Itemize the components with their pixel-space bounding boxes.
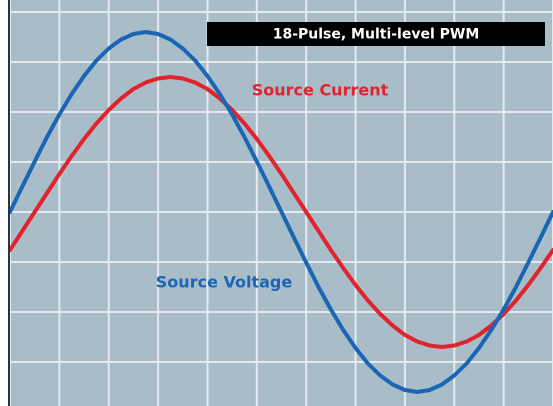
series-label: Source Current (252, 81, 389, 100)
title-box (207, 22, 545, 46)
plot-background (10, 0, 553, 406)
series-line (10, 30, 553, 394)
series-line (10, 75, 553, 349)
lines (10, 30, 553, 394)
series-label: Source Voltage (156, 273, 293, 292)
grid (9, 0, 553, 406)
chart-title: 18-Pulse, Multi-level PWM (273, 27, 480, 43)
